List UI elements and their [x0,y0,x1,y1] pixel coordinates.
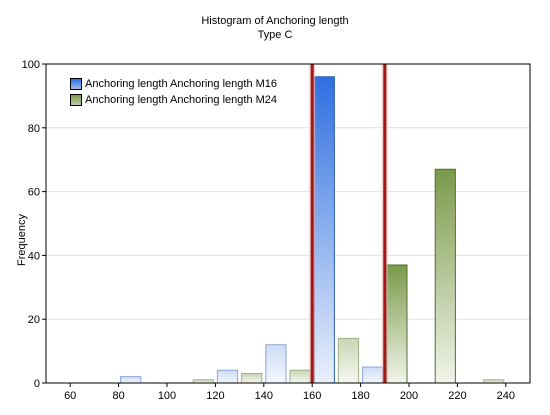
x-tick-label: 200 [400,390,418,402]
bars [120,76,505,384]
y-axis-label-container: Frequency [2,190,42,290]
legend: Anchoring length Anchoring length M16 An… [70,76,277,108]
histogram-bar-m24 [289,369,311,384]
histogram-bar-m16 [265,344,287,384]
histogram-bar-m16 [120,376,142,384]
histogram-bar-m16 [362,366,384,384]
x-tick-label: 120 [206,390,224,402]
plot-frame [45,63,531,384]
y-tick-label: 60 [28,187,40,199]
legend-item-m24: Anchoring length Anchoring length M24 [70,92,277,108]
y-tick-label: 20 [28,314,40,326]
legend-swatch-m24 [70,94,82,106]
histogram-bar-m24 [241,372,263,384]
y-tick-label: 100 [22,59,40,71]
grid-lines [46,63,530,383]
histogram-bar-m24 [386,264,408,384]
y-axis-label: Frequency [16,214,28,266]
legend-swatch-m16 [70,78,82,90]
histogram-bar-m24 [434,168,456,384]
plot-area [46,64,530,383]
legend-item-m16: Anchoring length Anchoring length M16 [70,76,277,92]
histogram-bar-m16 [313,76,335,384]
chart-title: Histogram of Anchoring length [201,15,349,27]
x-tick-label: 140 [255,390,273,402]
y-tick-label: 0 [34,378,40,390]
x-tick-label: 100 [158,390,176,402]
y-tick-label: 40 [28,250,40,262]
x-tick-label: 220 [448,390,466,402]
x-tick-label: 160 [303,390,321,402]
y-tick-label: 80 [28,123,40,135]
histogram-bar-m24 [337,337,360,384]
legend-label-m16: Anchoring length Anchoring length M16 [85,78,278,90]
x-tick-label: 240 [497,390,515,402]
chart-subtitle: Type C [257,29,293,41]
reference-lines [309,64,388,383]
x-tick-label: 180 [351,390,369,402]
histogram-bar-m16 [216,369,239,384]
x-tick-label: 80 [112,390,124,402]
legend-label-m24: Anchoring length Anchoring length M24 [85,94,278,106]
x-tick-label: 60 [64,390,76,402]
axes: 0 20 40 60 80 100 60 80 100 120 140 160 180 200 220 240 [22,59,531,402]
